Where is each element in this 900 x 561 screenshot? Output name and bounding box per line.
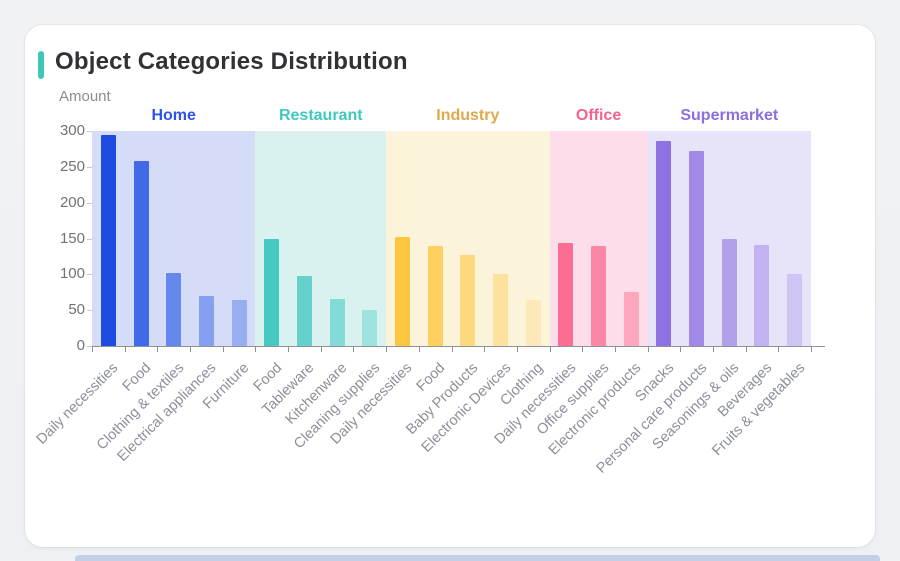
- y-tick-label: 200: [59, 193, 85, 211]
- x-axis-tick: [614, 346, 616, 352]
- y-tick-label: 250: [59, 157, 85, 175]
- bar[interactable]: [721, 238, 737, 346]
- y-tick-label: 0: [76, 337, 85, 354]
- x-axis-tick: [190, 346, 192, 352]
- group-label-office: Office: [575, 107, 622, 124]
- bar[interactable]: [591, 245, 607, 346]
- x-axis-tick: [647, 346, 649, 352]
- y-tick-mark: [87, 238, 92, 240]
- bar[interactable]: [362, 310, 378, 346]
- next-card-top-edge: [75, 555, 880, 561]
- x-axis-tick: [255, 346, 257, 352]
- x-axis-tick: [418, 346, 420, 352]
- bar[interactable]: [460, 254, 476, 346]
- x-axis-tick: [451, 346, 453, 352]
- chart-title: Object Categories Distribution: [55, 48, 408, 75]
- group-label-supermarket: Supermarket: [680, 107, 779, 124]
- y-tick-label: 150: [59, 229, 85, 247]
- bar[interactable]: [133, 161, 149, 346]
- bar[interactable]: [754, 244, 770, 346]
- x-axis-tick: [386, 346, 388, 352]
- bar[interactable]: [329, 299, 345, 346]
- bar[interactable]: [558, 242, 574, 346]
- x-axis-tick: [320, 346, 322, 352]
- y-axis-name: Amount: [59, 88, 111, 105]
- y-tick-label: 50: [68, 301, 85, 319]
- x-axis-tick: [516, 346, 518, 352]
- y-tick-mark: [87, 274, 92, 276]
- bar[interactable]: [394, 237, 410, 346]
- x-axis-tick: [745, 346, 747, 352]
- chart-card: Object Categories Distribution Amount 0 5…: [25, 25, 875, 547]
- bar[interactable]: [525, 300, 541, 346]
- bar[interactable]: [100, 134, 116, 346]
- y-tick-mark: [87, 131, 92, 132]
- bar[interactable]: [427, 245, 443, 346]
- x-axis-tick: [124, 346, 126, 352]
- x-axis-tick: [582, 346, 584, 352]
- x-axis-tick: [549, 346, 551, 352]
- y-tick-mark: [87, 346, 92, 347]
- x-axis-tick: [353, 346, 355, 352]
- x-axis-tick: [222, 346, 224, 352]
- group-band-home: Home: [92, 107, 256, 346]
- x-axis-tick: [92, 346, 93, 352]
- x-axis-tick: [811, 346, 812, 352]
- y-tick-mark: [87, 166, 92, 168]
- bar[interactable]: [296, 275, 312, 346]
- y-tick-label: 100: [59, 265, 85, 283]
- bar[interactable]: [198, 295, 214, 346]
- x-axis-tick: [157, 346, 159, 352]
- bar[interactable]: [656, 141, 672, 346]
- x-axis-tick: [484, 346, 486, 352]
- y-tick-mark: [87, 202, 92, 204]
- y-tick-label: 300: [59, 122, 85, 139]
- x-axis-line: [92, 346, 826, 347]
- x-axis-tick: [680, 346, 682, 352]
- x-axis-tick: [778, 346, 780, 352]
- title-accent-bar: [38, 51, 44, 79]
- group-label-industry: Industry: [436, 107, 500, 124]
- group-label-restaurant: Restaurant: [278, 107, 363, 124]
- x-axis-tick: [712, 346, 714, 352]
- group-label-home: Home: [151, 107, 196, 124]
- bar[interactable]: [493, 274, 509, 346]
- plot-area: 0 50 100 150 200 250 300 Home Daily necessities F…: [34, 107, 826, 477]
- bar[interactable]: [231, 300, 247, 346]
- y-tick-mark: [87, 310, 92, 312]
- x-axis-tick: [288, 346, 290, 352]
- bar[interactable]: [623, 292, 639, 346]
- bar[interactable]: [166, 272, 182, 346]
- bar[interactable]: [787, 273, 803, 346]
- bar[interactable]: [689, 151, 705, 346]
- bar[interactable]: [264, 239, 280, 346]
